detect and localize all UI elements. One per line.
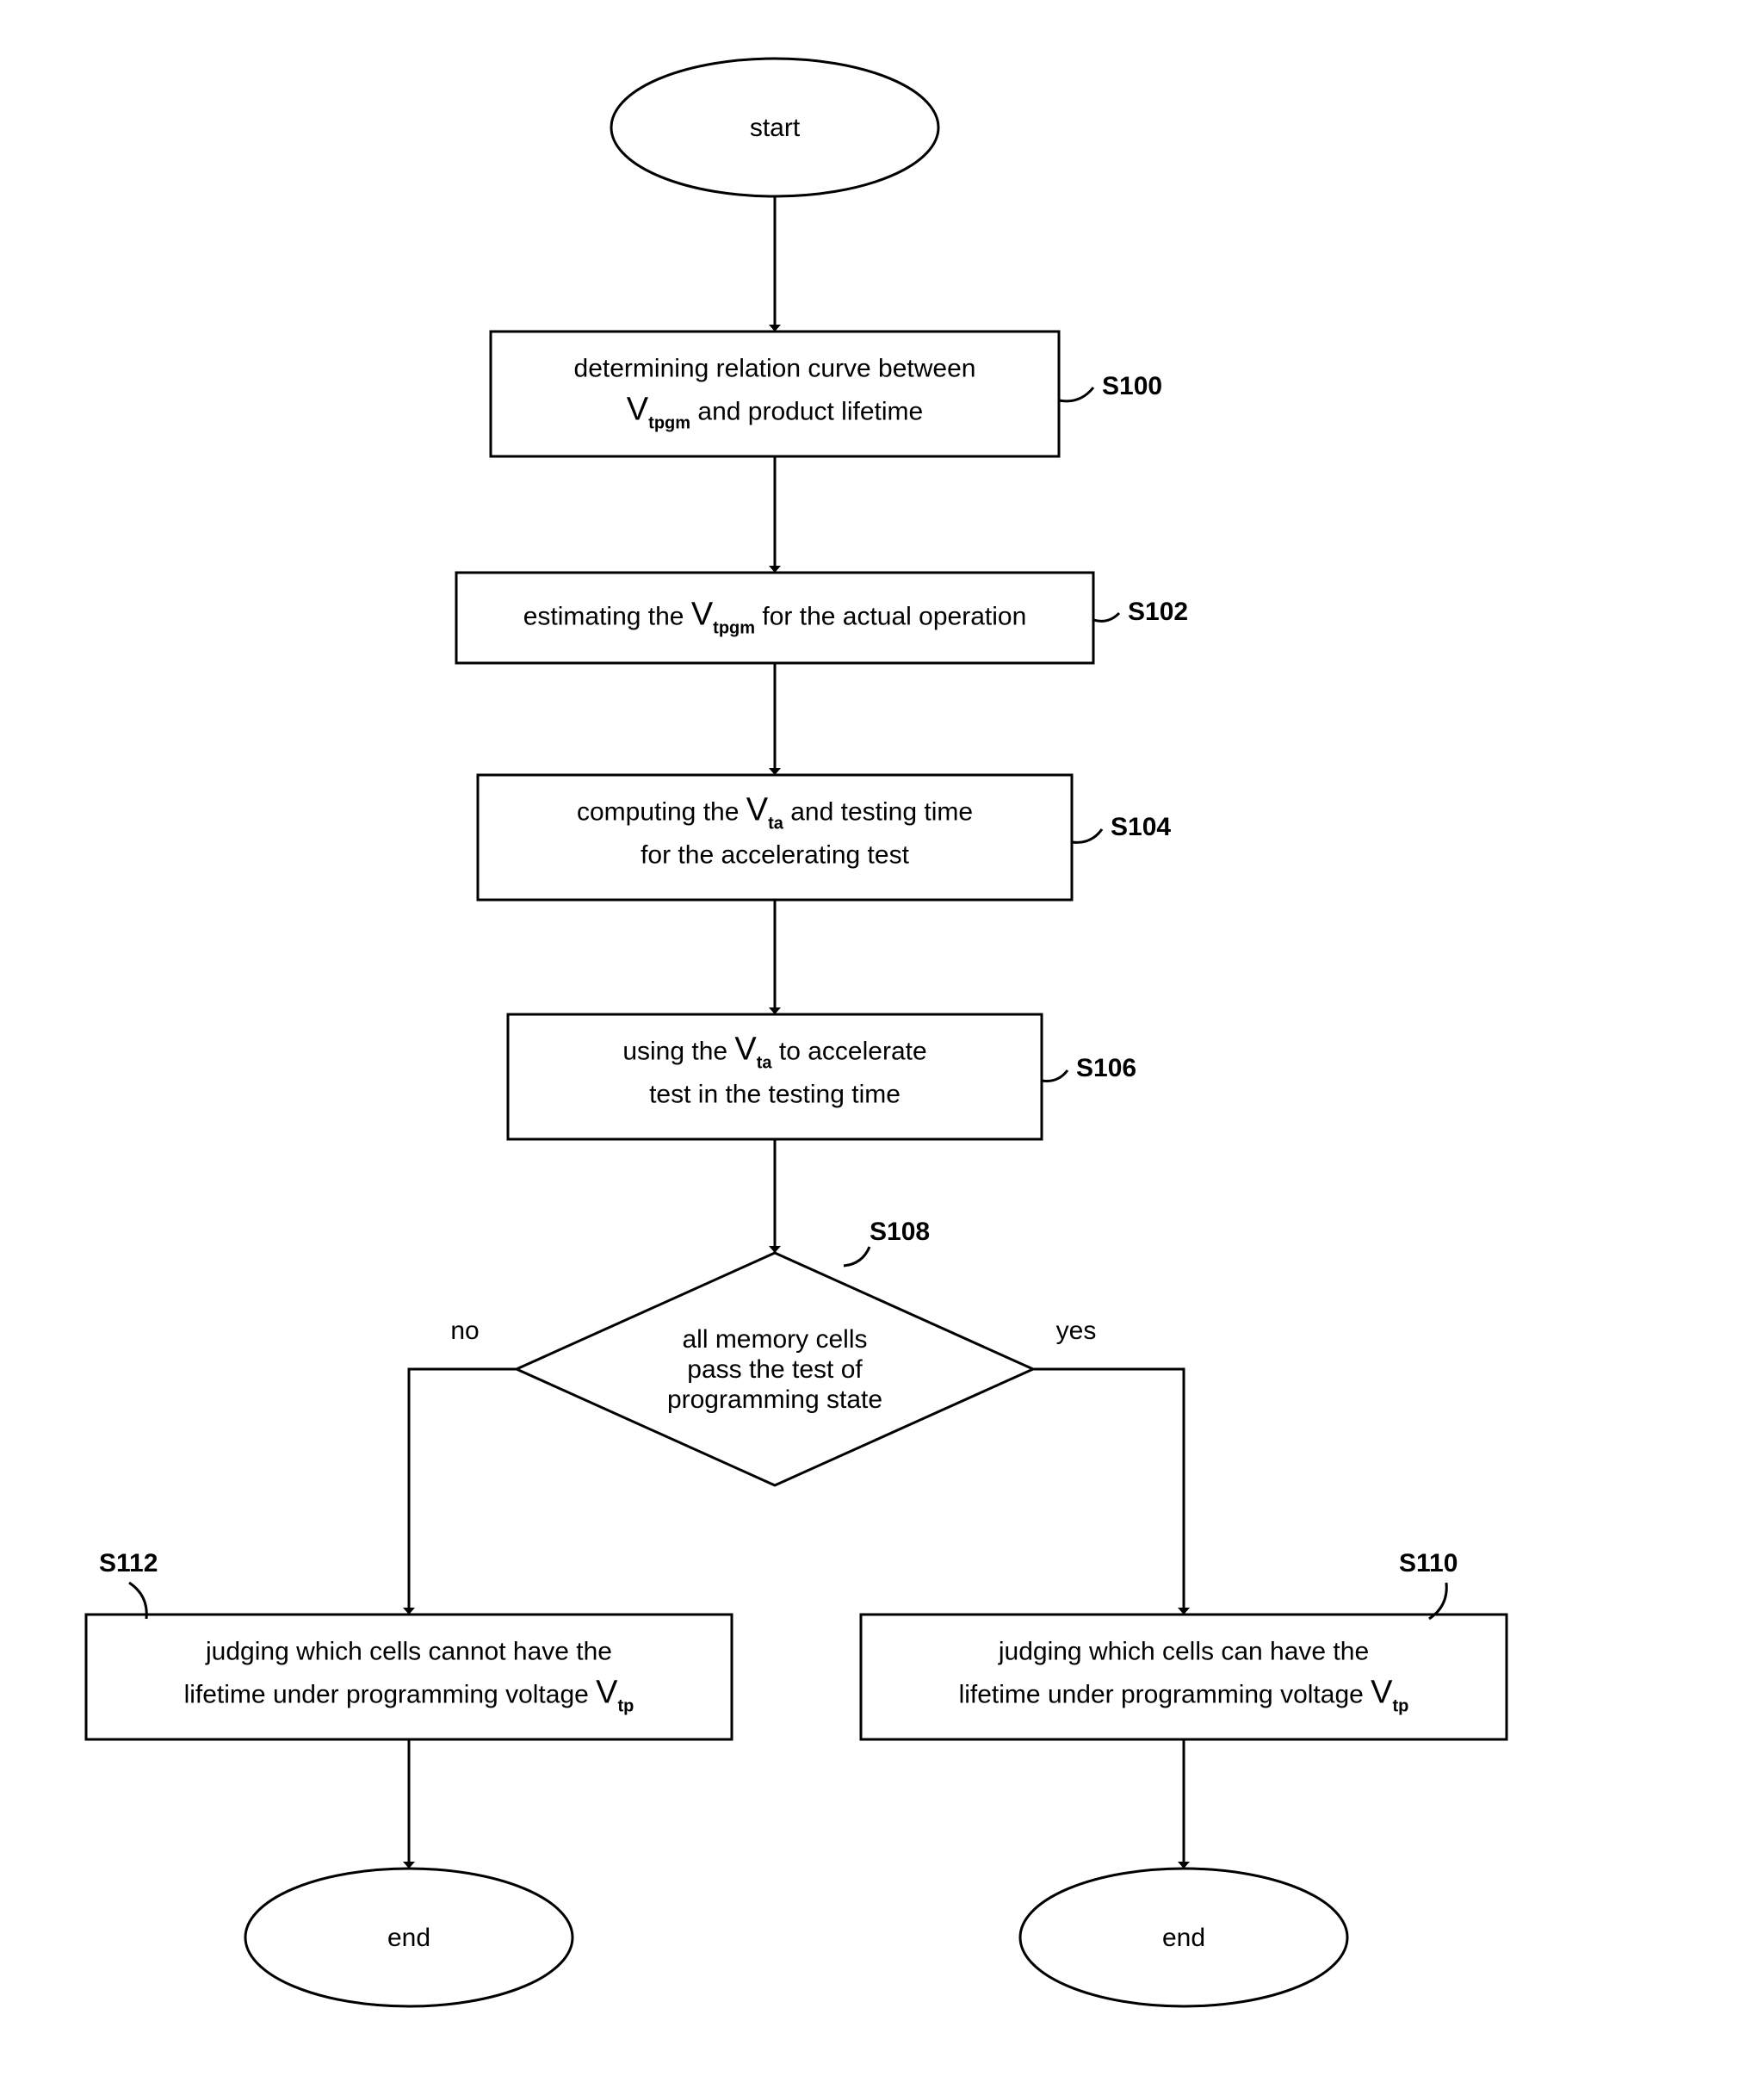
step-s110-line-0: judging which cells can have the (998, 1638, 1369, 1666)
step-s100-box (491, 332, 1059, 456)
step-s112-line-1: lifetime under programming voltage Vtp (184, 1675, 634, 1716)
step-label-s106: S106 (1076, 1054, 1136, 1082)
label-connector-s100 (1059, 387, 1093, 401)
step-s100-line-0: determining relation curve between (574, 355, 976, 383)
edge-s108-yes-to-s110 (1033, 1369, 1184, 1615)
step-s108-line-1: pass the test of (687, 1355, 863, 1384)
step-s104-box (478, 775, 1072, 900)
branch-no: no (450, 1317, 479, 1345)
step-s106-line-1: test in the testing time (649, 1081, 901, 1109)
label-connector-s102 (1093, 613, 1119, 621)
step-label-s108: S108 (870, 1218, 930, 1246)
terminal-end_left-label: end (387, 1924, 430, 1952)
step-s108-line-0: all memory cells (682, 1325, 867, 1354)
step-s100-line-1: Vtpgm and product lifetime (627, 392, 923, 433)
terminal-start-label: start (750, 114, 801, 142)
step-s104-line-1: for the accelerating test (641, 841, 910, 870)
step-label-s104: S104 (1111, 813, 1171, 841)
step-label-s102: S102 (1128, 598, 1188, 626)
step-s108-line-2: programming state (667, 1385, 882, 1414)
step-label-s100: S100 (1102, 372, 1162, 400)
label-connector-s104 (1072, 829, 1102, 842)
step-s106-line-0: using the Vta to accelerate (622, 1032, 926, 1073)
label-connector-s108 (844, 1247, 870, 1266)
step-s112-box (86, 1615, 732, 1739)
label-connector-s106 (1042, 1070, 1068, 1082)
step-s110-line-1: lifetime under programming voltage Vtp (959, 1675, 1409, 1716)
branch-yes: yes (1056, 1317, 1097, 1345)
step-label-s110: S110 (1399, 1549, 1458, 1577)
step-s106-box (508, 1014, 1042, 1139)
flowchart-canvas: start end end determining relation curve be… (0, 0, 1764, 2095)
step-s112-line-0: judging which cells cannot have the (205, 1638, 612, 1666)
edge-s108-no-to-s112 (409, 1369, 517, 1615)
terminal-end_right-label: end (1162, 1924, 1205, 1952)
step-s102-line-0: estimating the Vtpgm for the actual oper… (523, 597, 1027, 638)
step-s104-line-0: computing the Vta and testing time (577, 792, 973, 834)
step-label-s112: S112 (99, 1549, 158, 1577)
step-s110-box (861, 1615, 1507, 1739)
